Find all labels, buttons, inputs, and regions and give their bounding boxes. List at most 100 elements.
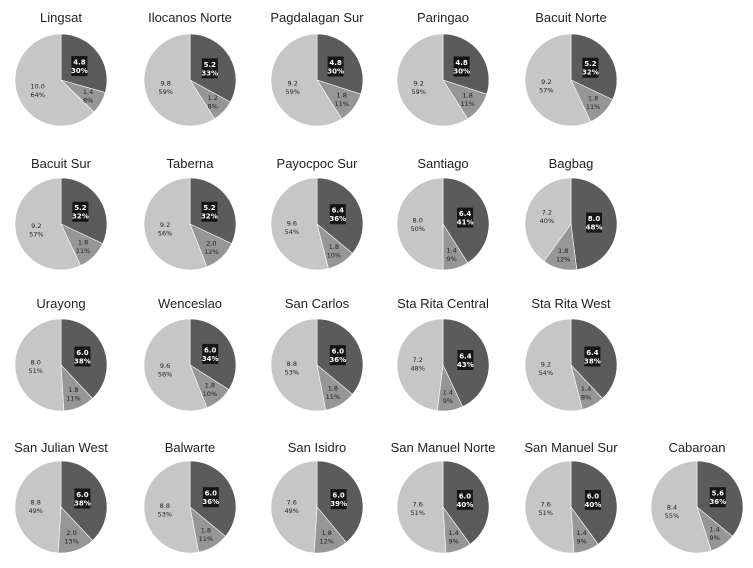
- data-label-value: 8.4: [667, 504, 677, 512]
- data-label-percent: 11%: [334, 100, 348, 108]
- data-label-value: 1.4: [443, 388, 453, 396]
- data-label-percent: 40%: [540, 217, 554, 225]
- data-label-value: 9.8: [161, 80, 171, 88]
- slice-light: [524, 460, 575, 554]
- data-label-box: [453, 56, 470, 77]
- slice-light: [650, 460, 712, 554]
- data-label-box: [74, 488, 91, 509]
- pie-title: Wenceslao: [158, 296, 222, 311]
- data-label-value: 9.6: [160, 362, 170, 370]
- data-label-value: 8.0: [413, 217, 423, 225]
- data-label-value: 1.8: [68, 386, 78, 394]
- slice-light: [524, 33, 591, 127]
- slice-light: [396, 460, 447, 554]
- slice-light: [396, 33, 469, 127]
- data-label-value: 8.8: [287, 360, 297, 368]
- data-label-value: 1.8: [463, 92, 473, 100]
- data-label-percent: 59%: [158, 88, 172, 96]
- pie-title: Cabaroan: [668, 440, 725, 455]
- data-label-percent: 59%: [411, 88, 425, 96]
- data-label-value: 2.0: [66, 529, 76, 537]
- data-label-percent: 34%: [202, 355, 219, 363]
- pie-title: San Manuel Sur: [524, 440, 618, 455]
- data-label-box: [330, 489, 347, 510]
- slice-light: [270, 460, 318, 554]
- pie-urayong: Urayong 6.038% 1.811% 8.051%: [14, 296, 108, 412]
- data-label-value: 1.4: [447, 247, 457, 255]
- data-label-percent: 11%: [460, 100, 474, 108]
- data-label-value: 4.8: [455, 59, 468, 67]
- data-label-percent: 50%: [410, 225, 424, 233]
- data-label-percent: 32%: [582, 69, 599, 77]
- data-label-value: 9.2: [541, 78, 551, 86]
- data-label-percent: 49%: [284, 507, 298, 515]
- pie-title: Bagbag: [549, 156, 594, 171]
- slice-light: [143, 177, 208, 271]
- data-label-percent: 33%: [201, 69, 218, 77]
- data-label-value: 9.6: [287, 220, 297, 228]
- data-label-value: 1.8: [337, 92, 347, 100]
- slice-light: [143, 33, 216, 127]
- pie-sta-rita-central: Sta Rita Central 6.443% 1.49% 7.248%: [396, 296, 490, 412]
- data-label-value: 1.8: [205, 382, 215, 390]
- data-label-percent: 38%: [74, 500, 91, 508]
- data-label-value: 1.8: [78, 239, 88, 247]
- data-label-value: 1.8: [329, 243, 339, 251]
- data-label-percent: 11%: [326, 393, 340, 401]
- pie-title: Taberna: [167, 156, 215, 171]
- data-label-percent: 51%: [410, 509, 424, 517]
- data-label-value: 8.8: [160, 502, 170, 510]
- data-label-percent: 40%: [457, 501, 474, 509]
- pie-santiago: Santiago 6.441% 1.49% 8.050%: [396, 156, 490, 271]
- data-label-box: [329, 345, 346, 366]
- data-label-value: 6.0: [205, 490, 218, 498]
- data-label-value: 5.2: [203, 204, 216, 212]
- pie-title: San Manuel Norte: [391, 440, 496, 455]
- slice-light: [14, 318, 65, 412]
- pie-title: Payocpoc Sur: [277, 156, 359, 171]
- data-label-value: 1.2: [208, 94, 218, 102]
- data-label-percent: 64%: [30, 91, 44, 99]
- pie-taberna: Taberna 5.232% 2.012% 9.256%: [143, 156, 237, 271]
- data-label-percent: 56%: [158, 230, 172, 238]
- data-label-percent: 8%: [581, 393, 591, 401]
- data-label-percent: 12%: [204, 248, 218, 256]
- data-label-value: 7.2: [542, 209, 552, 217]
- data-label-value: 1.4: [576, 529, 586, 537]
- data-label-box: [457, 207, 474, 228]
- data-label-value: 6.0: [76, 349, 89, 357]
- slice-light: [396, 177, 444, 271]
- data-label-percent: 51%: [28, 367, 42, 375]
- pie-bacuit-norte: Bacuit Norte 5.232% 1.811% 9.257%: [524, 10, 618, 127]
- data-label-value: 6.0: [587, 492, 600, 500]
- pie-title: Pagdalagan Sur: [270, 10, 364, 25]
- data-label-box: [709, 487, 726, 508]
- data-label-percent: 54%: [285, 228, 299, 236]
- data-label-percent: 40%: [585, 501, 602, 509]
- data-label-percent: 10%: [327, 251, 341, 259]
- data-label-box: [201, 58, 218, 79]
- pie-bacuit-sur: Bacuit Sur 5.232% 1.811% 9.257%: [14, 156, 108, 271]
- pie-san-carlos: San Carlos 6.036% 1.811% 8.853%: [270, 296, 364, 412]
- slice-light: [524, 318, 583, 412]
- pie-title: San Julian West: [14, 440, 108, 455]
- data-label-box: [584, 489, 601, 510]
- data-label-percent: 36%: [709, 498, 726, 506]
- data-label-box: [72, 201, 89, 222]
- data-label-percent: 39%: [330, 500, 347, 508]
- data-label-percent: 13%: [64, 537, 78, 545]
- data-label-percent: 51%: [538, 509, 552, 517]
- slice-light: [270, 177, 329, 271]
- data-label-percent: 36%: [202, 498, 219, 506]
- data-label-percent: 57%: [539, 87, 553, 95]
- pie-title: Sta Rita West: [531, 296, 611, 311]
- data-label-percent: 30%: [71, 67, 88, 75]
- data-label-value: 1.8: [201, 526, 211, 534]
- pie-title: Bacuit Norte: [535, 10, 607, 25]
- data-label-percent: 9%: [448, 537, 458, 545]
- data-label-box: [327, 56, 344, 77]
- data-label-value: 2.0: [206, 239, 216, 247]
- data-label-value: 8.0: [588, 215, 601, 223]
- pie-cabaroan: Cabaroan 5.636% 1.49% 8.455%: [650, 440, 744, 554]
- pie-san-julian-west: San Julian West 6.038% 2.013% 8.849%: [14, 440, 108, 554]
